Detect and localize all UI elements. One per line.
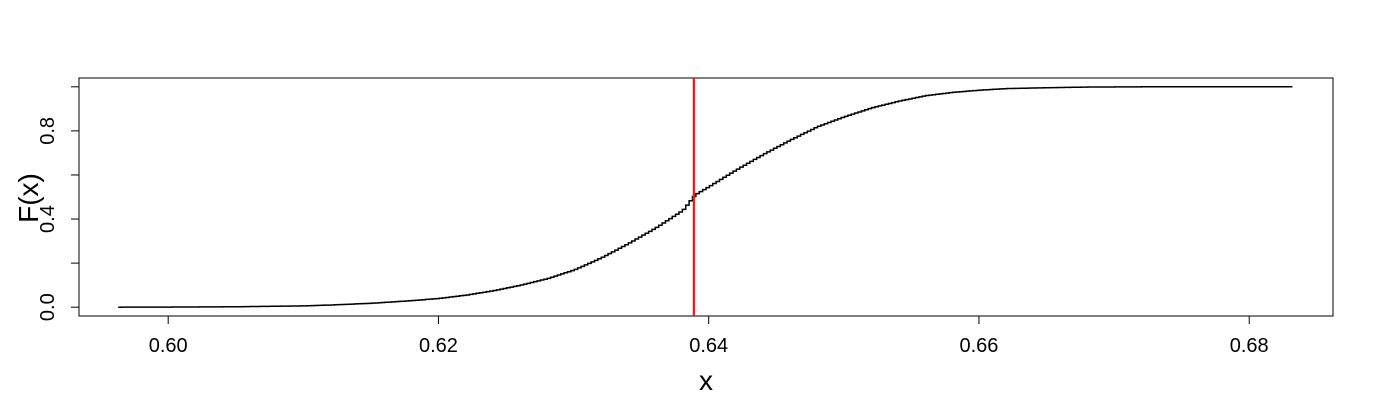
- x-tick-label: 0.68: [1230, 335, 1269, 357]
- x-axis-title: x: [699, 365, 713, 396]
- ecdf-step-line: [118, 86, 1293, 308]
- y-tick-label: 0.8: [37, 117, 59, 145]
- x-axis: 0.60 0.62 0.64 0.66 0.68: [149, 316, 1269, 357]
- x-tick-label: 0.62: [419, 335, 458, 357]
- x-tick-label: 0.60: [149, 335, 188, 357]
- y-tick-label: 0.4: [37, 205, 59, 233]
- y-axis: 0.0 0.4 0.8: [37, 86, 79, 321]
- y-axis-title: F(x): [13, 173, 44, 223]
- y-tick-label: 0.0: [37, 293, 59, 321]
- x-tick-label: 0.66: [959, 335, 998, 357]
- x-tick-label: 0.64: [689, 335, 728, 357]
- plot-frame: [78, 77, 1334, 317]
